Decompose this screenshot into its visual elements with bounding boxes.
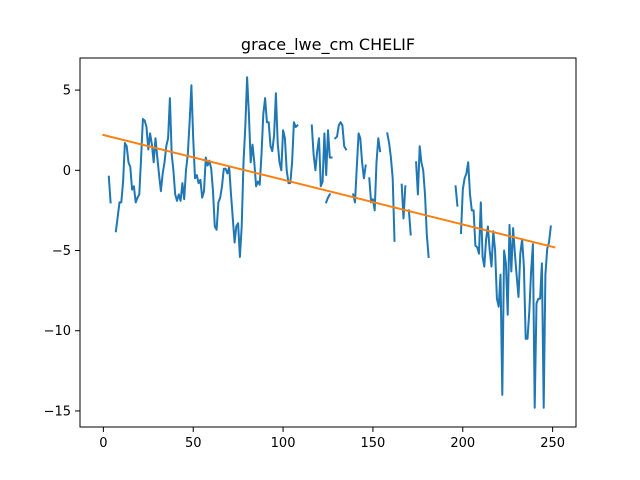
axes: 0 50 100 150 200 250 −15 −10 −5 0 5 — [44, 57, 577, 451]
series-line-data — [107, 76, 552, 409]
x-tick-label: 100 — [271, 436, 296, 451]
x-tick-label: 150 — [361, 436, 386, 451]
y-tick-label: −10 — [44, 324, 71, 339]
series-line-trend — [102, 133, 556, 249]
plot-frame — [79, 57, 577, 428]
y-tick-label: 0 — [63, 164, 71, 179]
y-tick-label: −15 — [44, 404, 71, 419]
x-tick-label: 50 — [185, 436, 202, 451]
x-tick-label: 0 — [99, 436, 107, 451]
x-tick-label: 200 — [450, 436, 475, 451]
x-tick-label: 250 — [540, 436, 565, 451]
chart-title: grace_lwe_cm CHELIF — [241, 35, 415, 55]
y-tick-label: −5 — [52, 244, 71, 259]
y-tick-label: 5 — [63, 84, 71, 99]
